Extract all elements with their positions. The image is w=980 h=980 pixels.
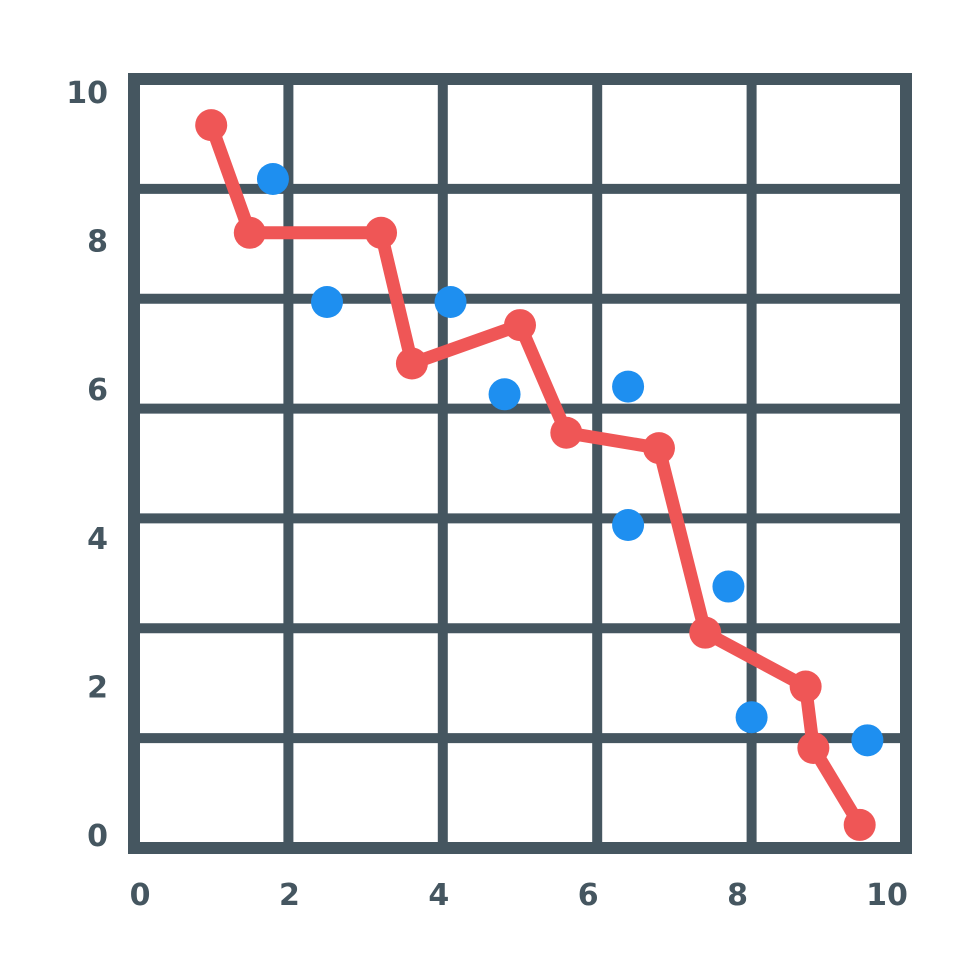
- line-point: [395, 347, 428, 380]
- y-axis-ticks: 0 2 4 6 8 10: [66, 76, 108, 854]
- line-series: [195, 109, 876, 841]
- y-tick-label: 8: [87, 225, 108, 260]
- line-point: [789, 670, 822, 703]
- line-point: [195, 109, 228, 142]
- scatter-point: [612, 370, 645, 403]
- line-point: [233, 216, 266, 249]
- line-point: [365, 216, 398, 249]
- scatter-point: [735, 701, 768, 734]
- x-tick-label: 10: [866, 878, 908, 913]
- scatter-point: [488, 378, 521, 411]
- scatter-point: [311, 286, 343, 319]
- y-tick-label: 0: [87, 819, 108, 854]
- x-tick-label: 6: [578, 878, 599, 913]
- x-axis-ticks: 0 2 4 6 8 10: [130, 878, 908, 913]
- line-point: [504, 309, 536, 342]
- scatter-point: [612, 509, 645, 542]
- x-tick-label: 0: [130, 878, 151, 913]
- line-point: [642, 432, 675, 465]
- chart-grid: [128, 73, 912, 854]
- plot-frame: [128, 73, 912, 854]
- line-point: [797, 732, 830, 765]
- scatter-point: [712, 570, 745, 603]
- y-tick-label: 2: [87, 670, 108, 705]
- x-tick-label: 4: [428, 878, 449, 913]
- line-point: [689, 616, 722, 649]
- y-tick-label: 4: [87, 522, 108, 557]
- scatter-point: [851, 724, 884, 757]
- line-point: [843, 808, 876, 841]
- scatter-point: [434, 286, 467, 319]
- x-tick-label: 2: [279, 878, 300, 913]
- scatter-point: [256, 162, 289, 195]
- y-tick-label: 6: [87, 373, 108, 408]
- x-tick-label: 8: [727, 878, 748, 913]
- y-tick-label: 10: [66, 76, 108, 111]
- scatter-series: [256, 162, 884, 757]
- line-point: [550, 416, 583, 449]
